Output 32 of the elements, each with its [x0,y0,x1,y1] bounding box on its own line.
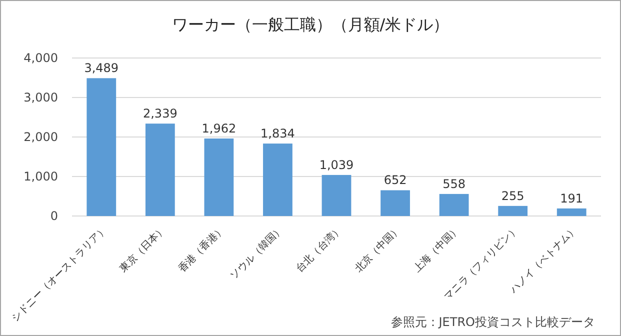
text: 参照元：JETRO投資コスト比較データ [390,315,595,329]
bar [145,124,175,216]
y-tick-label: 4,000 [24,51,58,66]
x-tick-label: ソウル（韓国） [228,224,286,282]
chart-title: ワーカー（一般工職）（月額/米ドル） [172,15,450,34]
x-tick-label: 東京（日本） [117,224,168,275]
data-label: 255 [501,188,524,203]
x-tick-label: 台北（台湾） [294,224,345,275]
data-label: 1,962 [202,122,236,136]
x-tick-label: 北京（中国） [352,224,404,275]
data-label: 3,489 [84,61,119,76]
x-tick-label: 上海（中国） [411,224,462,275]
data-label: 652 [384,173,407,188]
bar [380,190,410,216]
y-tick-label: 1,000 [24,170,58,184]
bar [86,78,116,216]
y-tick-label: 0 [50,209,58,224]
data-label: 2,339 [142,106,178,121]
bar [556,208,586,216]
data-label: 1,039 [319,158,354,172]
bar [322,174,352,216]
data-label: 558 [442,176,466,191]
bar [204,138,234,216]
x-tick-label: 香港（香港） [176,224,228,275]
bar [263,144,292,216]
bar [498,206,528,216]
bar [439,194,469,216]
y-tick-label: 3,000 [24,90,58,105]
y-tick-label: 2,000 [24,130,58,144]
data-label: 191 [560,191,584,206]
x-tick-label: シドニー（オーストラリア） [10,224,110,324]
data-label: 1,834 [260,126,295,141]
